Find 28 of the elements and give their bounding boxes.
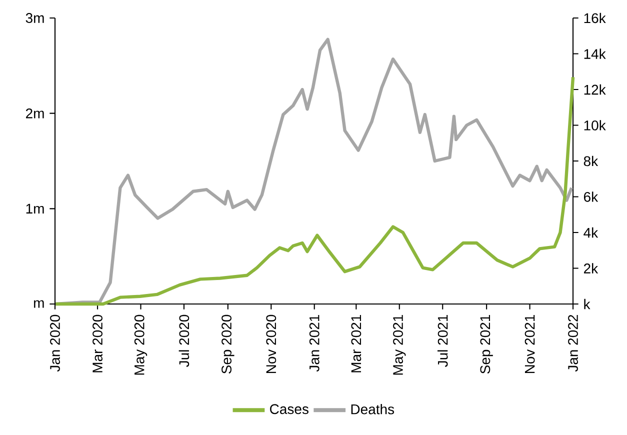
y2-tick-label: 2k (584, 263, 598, 274)
y2-tick-label: 4k (584, 227, 598, 238)
y-tick-label: 3m (26, 13, 44, 23)
x-tick-label: Sep 2020 (222, 314, 234, 374)
y2-tick-label: 6k (584, 192, 598, 202)
x-tick-label: Jan 2020 (50, 314, 60, 372)
x-tick-label: Nov 2020 (266, 314, 276, 374)
y-tick-label: 2m (26, 108, 44, 118)
y2-tick-label: 16k (584, 12, 606, 24)
legend-label: Cases (270, 404, 308, 414)
y2-tick-label: 14k (584, 48, 606, 59)
y2-tick-label: 10k (584, 120, 606, 130)
y-tick-label: 1m (26, 204, 44, 214)
x-tick-label: May 2020 (134, 314, 148, 375)
legend-label: Deaths (351, 404, 394, 414)
y2-tick-label: 8k (584, 156, 598, 166)
x-tick-label: Sep 2021 (480, 314, 493, 374)
x-tick-label: Mar 2021 (351, 314, 362, 372)
x-tick-label: Jan 2022 (568, 315, 578, 372)
x-tick-label: Jul 2021 (437, 314, 448, 367)
x-tick-label: Jul 2020 (178, 314, 190, 367)
x-tick-label: May 2021 (393, 314, 406, 375)
x-tick-label: Mar 2020 (92, 314, 102, 372)
y2-tick-label: 12k (584, 84, 606, 95)
y2-tick-label: k (584, 298, 590, 310)
x-tick-label: Nov 2021 (524, 314, 535, 374)
y-tick-label: m (34, 300, 44, 308)
x-tick-label: Jan 2021 (309, 314, 320, 372)
